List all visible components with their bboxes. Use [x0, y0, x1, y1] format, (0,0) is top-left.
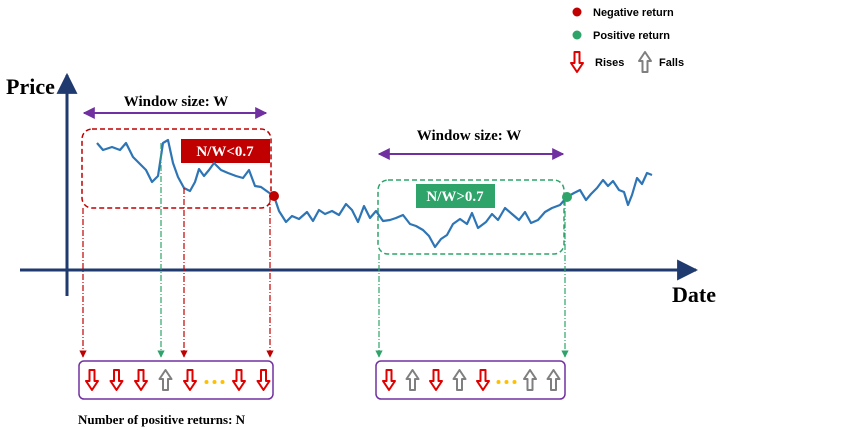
rise-arrow-icon [570, 51, 584, 73]
arrow-strip-right [375, 360, 566, 400]
legend-positive-label: Positive return [593, 30, 670, 42]
window-size-label-left: Window size: W [124, 94, 228, 110]
positive-return-marker [562, 192, 572, 202]
fall-arrow-icon [405, 369, 420, 391]
window-box-right [377, 179, 565, 255]
arrow-strip-right-items [382, 369, 561, 391]
fall-arrow-icon [638, 51, 652, 73]
rise-arrow-icon [232, 369, 246, 391]
rise-arrow-icon [476, 369, 490, 391]
negative-return-marker [269, 191, 279, 201]
ellipsis-dot [212, 380, 217, 384]
legend-falls-label: Falls [659, 57, 684, 69]
fall-arrow-icon [452, 369, 467, 391]
rise-arrow-icon [85, 369, 99, 391]
rise-arrow-icon [256, 369, 271, 391]
ellipsis-dot [204, 380, 209, 384]
window-size-label-right: Window size: W [417, 128, 521, 144]
fall-arrow-icon [546, 369, 561, 391]
ratio-label-right: N/W>0.7 [426, 189, 484, 205]
legend-positive-dot [572, 30, 582, 40]
ellipsis-dot [220, 380, 225, 384]
ellipsis-dot [496, 380, 501, 384]
price-line [96, 138, 653, 249]
window-box-left [81, 128, 272, 209]
ratio-label-left: N/W<0.7 [196, 144, 254, 160]
legend-fall-arrow-icon [638, 51, 652, 73]
legend-rise-arrow-icon [570, 51, 584, 73]
x-axis-label: Date [672, 282, 716, 307]
fall-arrow-icon [523, 369, 537, 391]
ratio-badge-left [181, 139, 270, 163]
legend-negative-dot [572, 7, 582, 17]
arrow-strip-left [78, 360, 274, 400]
legend-negative-label: Negative return [593, 7, 674, 19]
legend-rises-label: Rises [595, 57, 624, 69]
y-axis-label: Price [6, 74, 55, 99]
ellipsis-dot [504, 380, 509, 384]
rise-arrow-icon [429, 369, 443, 391]
fall-arrow-icon [158, 369, 173, 391]
ratio-badge-right [416, 184, 495, 208]
rise-arrow-icon [134, 369, 148, 391]
rise-arrow-icon [183, 369, 197, 391]
ellipsis-dot [512, 380, 517, 384]
rise-arrow-icon [382, 369, 396, 391]
arrow-strip-left-items [85, 369, 271, 391]
footnote: Number of positive returns: N [78, 412, 246, 427]
rise-arrow-icon [109, 369, 124, 391]
